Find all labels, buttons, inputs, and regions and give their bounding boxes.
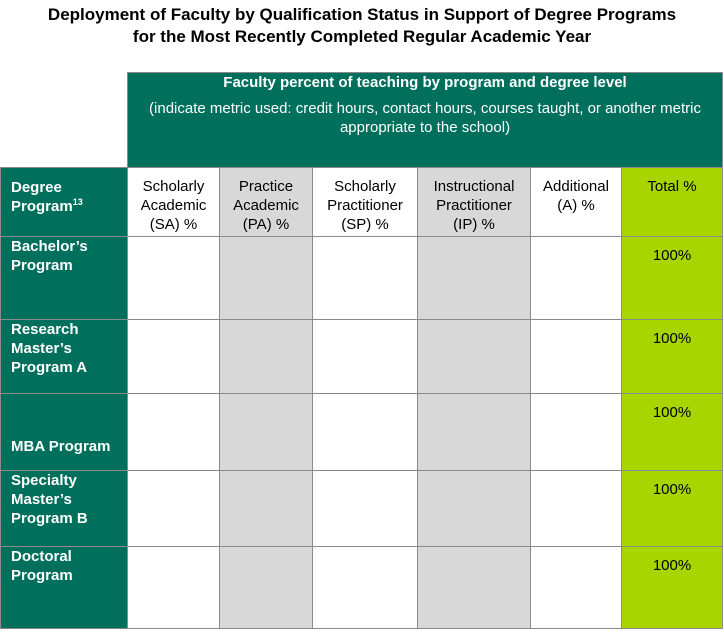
page-title: Deployment of Faculty by Qualification S… bbox=[0, 4, 724, 48]
cell-pa[interactable] bbox=[219, 546, 313, 629]
banner-row: Faculty percent of teaching by program a… bbox=[0, 72, 724, 168]
row-label-bachelors: Bachelor’s Program bbox=[0, 236, 128, 320]
table-row: Doctoral Program 100% bbox=[0, 546, 724, 629]
table-row: Specialty Master’s Program B 100% bbox=[0, 470, 724, 547]
cell-sa[interactable] bbox=[127, 319, 220, 394]
col-header-sa: Scholarly Academic (SA) % bbox=[127, 167, 220, 237]
row-label-research-masters: Research Master’s Program A bbox=[0, 319, 128, 394]
table-row: MBA Program 100% bbox=[0, 393, 724, 471]
table-row: Research Master’s Program A 100% bbox=[0, 319, 724, 394]
row-label-specialty-masters: Specialty Master’s Program B bbox=[0, 470, 128, 547]
col-header-pa-line-2: Academic bbox=[233, 197, 299, 214]
cell-sp[interactable] bbox=[312, 546, 418, 629]
col-header-pa-line-3: (PA) % bbox=[242, 216, 290, 233]
col-header-sp-line-1: Scholarly bbox=[334, 178, 396, 195]
row-label-mba: MBA Program bbox=[0, 393, 128, 471]
footnote-marker: 13 bbox=[72, 197, 83, 207]
cell-a[interactable] bbox=[530, 319, 622, 394]
col-header-sa-line-2: Academic bbox=[140, 197, 207, 214]
col-header-ip: Instructional Practitioner (IP) % bbox=[417, 167, 531, 237]
col-header-sa-line-3: (SA) % bbox=[149, 216, 198, 233]
degree-header-line-2: Program13 bbox=[11, 197, 123, 216]
cell-sp[interactable] bbox=[312, 393, 418, 471]
cell-sa[interactable] bbox=[127, 393, 220, 471]
col-header-pa-line-1: Practice bbox=[238, 178, 294, 195]
cell-pa[interactable] bbox=[219, 470, 313, 547]
cell-sa[interactable] bbox=[127, 470, 220, 547]
cell-pa[interactable] bbox=[219, 319, 313, 394]
cell-total: 100% bbox=[620, 546, 724, 629]
cell-ip[interactable] bbox=[417, 319, 531, 394]
col-header-ip-line-1: Instructional bbox=[433, 178, 515, 195]
col-header-a-line-2: (A) % bbox=[557, 197, 595, 214]
cell-sp[interactable] bbox=[312, 236, 418, 320]
col-header-ip-line-3: (IP) % bbox=[453, 216, 495, 233]
col-header-total: Total % bbox=[620, 167, 724, 237]
banner-heading: Faculty percent of teaching by program a… bbox=[223, 74, 627, 91]
col-header-sp: Scholarly Practitioner (SP) % bbox=[312, 167, 418, 237]
table-row: Bachelor’s Program 100% bbox=[0, 236, 724, 320]
row-label-doctoral: Doctoral Program bbox=[0, 546, 128, 629]
cell-a[interactable] bbox=[530, 470, 622, 547]
cell-ip[interactable] bbox=[417, 236, 531, 320]
title-line-1: Deployment of Faculty by Qualification S… bbox=[47, 5, 677, 24]
cell-total: 100% bbox=[620, 393, 724, 471]
cell-sp[interactable] bbox=[312, 319, 418, 394]
banner-instruction: (indicate metric used: credit hours, con… bbox=[149, 100, 701, 136]
cell-ip[interactable] bbox=[417, 470, 531, 547]
col-header-a-line-1: Additional bbox=[543, 178, 609, 195]
cell-ip[interactable] bbox=[417, 393, 531, 471]
cell-total: 100% bbox=[620, 319, 724, 394]
degree-header-program-word: Program bbox=[11, 198, 73, 215]
column-header-row: Degree Program13 Scholarly Academic (SA)… bbox=[0, 167, 724, 237]
col-header-sa-line-1: Scholarly bbox=[142, 178, 205, 195]
cell-ip[interactable] bbox=[417, 546, 531, 629]
col-header-pa: Practice Academic (PA) % bbox=[219, 167, 313, 237]
blank-corner bbox=[0, 72, 128, 168]
cell-total: 100% bbox=[620, 470, 724, 547]
degree-program-header: Degree Program13 bbox=[0, 167, 128, 237]
metric-banner: Faculty percent of teaching by program a… bbox=[126, 72, 724, 168]
cell-pa[interactable] bbox=[219, 236, 313, 320]
cell-sp[interactable] bbox=[312, 470, 418, 547]
faculty-deployment-table: Faculty percent of teaching by program a… bbox=[0, 72, 724, 629]
cell-a[interactable] bbox=[530, 236, 622, 320]
cell-sa[interactable] bbox=[127, 546, 220, 629]
cell-a[interactable] bbox=[530, 546, 622, 629]
degree-header-line-1: Degree bbox=[11, 179, 62, 196]
cell-a[interactable] bbox=[530, 393, 622, 471]
col-header-ip-line-2: Practitioner bbox=[436, 197, 512, 214]
cell-sa[interactable] bbox=[127, 236, 220, 320]
col-header-a: Additional (A) % bbox=[530, 167, 622, 237]
cell-pa[interactable] bbox=[219, 393, 313, 471]
title-line-2: for the Most Recently Completed Regular … bbox=[132, 27, 592, 46]
col-header-sp-line-3: (SP) % bbox=[341, 216, 389, 233]
col-header-sp-line-2: Practitioner bbox=[327, 197, 403, 214]
cell-total: 100% bbox=[620, 236, 724, 320]
